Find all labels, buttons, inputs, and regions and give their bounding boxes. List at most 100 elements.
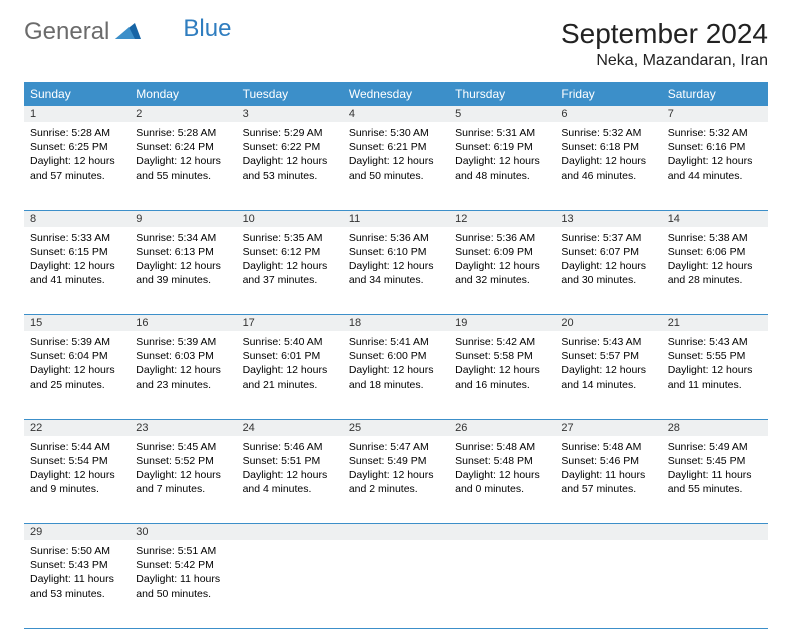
day-number-cell: 6 [555,106,661,122]
day-cell: Sunrise: 5:38 AMSunset: 6:06 PMDaylight:… [662,227,768,315]
day-number-cell: 13 [555,210,661,227]
day-details: Sunrise: 5:31 AMSunset: 6:19 PMDaylight:… [449,122,555,187]
day-cell: Sunrise: 5:34 AMSunset: 6:13 PMDaylight:… [130,227,236,315]
day-number-cell: 9 [130,210,236,227]
day-cell: Sunrise: 5:48 AMSunset: 5:48 PMDaylight:… [449,436,555,524]
day-details: Sunrise: 5:50 AMSunset: 5:43 PMDaylight:… [24,540,130,605]
day-number-cell: 23 [130,419,236,436]
day-cell: Sunrise: 5:51 AMSunset: 5:42 PMDaylight:… [130,540,236,628]
day-number-cell: 15 [24,315,130,332]
day-cell [555,540,661,628]
weekday-header: Friday [555,82,661,106]
day-number-cell: 1 [24,106,130,122]
day-cell: Sunrise: 5:35 AMSunset: 6:12 PMDaylight:… [237,227,343,315]
day-cell: Sunrise: 5:39 AMSunset: 6:03 PMDaylight:… [130,331,236,419]
day-cell [449,540,555,628]
day-details: Sunrise: 5:40 AMSunset: 6:01 PMDaylight:… [237,331,343,396]
day-cell: Sunrise: 5:36 AMSunset: 6:09 PMDaylight:… [449,227,555,315]
day-details: Sunrise: 5:49 AMSunset: 5:45 PMDaylight:… [662,436,768,501]
day-number-cell: 20 [555,315,661,332]
day-details: Sunrise: 5:33 AMSunset: 6:15 PMDaylight:… [24,227,130,292]
day-cell: Sunrise: 5:33 AMSunset: 6:15 PMDaylight:… [24,227,130,315]
day-cell: Sunrise: 5:49 AMSunset: 5:45 PMDaylight:… [662,436,768,524]
day-details: Sunrise: 5:32 AMSunset: 6:16 PMDaylight:… [662,122,768,187]
day-cell [343,540,449,628]
day-cell: Sunrise: 5:37 AMSunset: 6:07 PMDaylight:… [555,227,661,315]
weekday-header: Thursday [449,82,555,106]
day-number-cell: 4 [343,106,449,122]
day-details: Sunrise: 5:46 AMSunset: 5:51 PMDaylight:… [237,436,343,501]
day-details: Sunrise: 5:51 AMSunset: 5:42 PMDaylight:… [130,540,236,605]
day-number-cell: 18 [343,315,449,332]
day-cell: Sunrise: 5:43 AMSunset: 5:57 PMDaylight:… [555,331,661,419]
day-number-cell: 2 [130,106,236,122]
day-cell: Sunrise: 5:47 AMSunset: 5:49 PMDaylight:… [343,436,449,524]
day-details: Sunrise: 5:28 AMSunset: 6:25 PMDaylight:… [24,122,130,187]
month-title: September 2024 [561,18,768,50]
day-details: Sunrise: 5:48 AMSunset: 5:46 PMDaylight:… [555,436,661,501]
day-cell: Sunrise: 5:31 AMSunset: 6:19 PMDaylight:… [449,122,555,210]
title-block: September 2024 Neka, Mazandaran, Iran [561,18,768,70]
day-number-row: 15161718192021 [24,315,768,332]
day-number-cell: 16 [130,315,236,332]
weekday-header: Sunday [24,82,130,106]
day-cell: Sunrise: 5:30 AMSunset: 6:21 PMDaylight:… [343,122,449,210]
day-cell: Sunrise: 5:43 AMSunset: 5:55 PMDaylight:… [662,331,768,419]
day-details: Sunrise: 5:47 AMSunset: 5:49 PMDaylight:… [343,436,449,501]
day-number-cell [555,524,661,541]
header: General Blue September 2024 Neka, Mazand… [24,18,768,70]
day-number-cell: 11 [343,210,449,227]
day-cell: Sunrise: 5:28 AMSunset: 6:24 PMDaylight:… [130,122,236,210]
day-cell: Sunrise: 5:48 AMSunset: 5:46 PMDaylight:… [555,436,661,524]
day-cell: Sunrise: 5:28 AMSunset: 6:25 PMDaylight:… [24,122,130,210]
day-cell: Sunrise: 5:29 AMSunset: 6:22 PMDaylight:… [237,122,343,210]
day-details: Sunrise: 5:39 AMSunset: 6:04 PMDaylight:… [24,331,130,396]
day-content-row: Sunrise: 5:44 AMSunset: 5:54 PMDaylight:… [24,436,768,524]
logo-triangle-icon [115,18,141,46]
day-cell: Sunrise: 5:50 AMSunset: 5:43 PMDaylight:… [24,540,130,628]
day-number-cell: 22 [24,419,130,436]
day-details: Sunrise: 5:36 AMSunset: 6:10 PMDaylight:… [343,227,449,292]
day-number-cell: 3 [237,106,343,122]
day-number-row: 891011121314 [24,210,768,227]
day-details: Sunrise: 5:41 AMSunset: 6:00 PMDaylight:… [343,331,449,396]
calendar-body: 1234567Sunrise: 5:28 AMSunset: 6:25 PMDa… [24,106,768,628]
day-number-cell: 21 [662,315,768,332]
day-number-cell [237,524,343,541]
weekday-header: Wednesday [343,82,449,106]
day-number-cell [662,524,768,541]
day-details: Sunrise: 5:28 AMSunset: 6:24 PMDaylight:… [130,122,236,187]
day-cell [662,540,768,628]
day-cell: Sunrise: 5:32 AMSunset: 6:16 PMDaylight:… [662,122,768,210]
day-details: Sunrise: 5:39 AMSunset: 6:03 PMDaylight:… [130,331,236,396]
calendar-table: SundayMondayTuesdayWednesdayThursdayFrid… [24,82,768,629]
day-number-cell: 28 [662,419,768,436]
day-details: Sunrise: 5:29 AMSunset: 6:22 PMDaylight:… [237,122,343,187]
day-cell: Sunrise: 5:44 AMSunset: 5:54 PMDaylight:… [24,436,130,524]
day-number-cell: 29 [24,524,130,541]
day-cell: Sunrise: 5:40 AMSunset: 6:01 PMDaylight:… [237,331,343,419]
day-number-cell: 12 [449,210,555,227]
day-content-row: Sunrise: 5:50 AMSunset: 5:43 PMDaylight:… [24,540,768,628]
day-details: Sunrise: 5:43 AMSunset: 5:57 PMDaylight:… [555,331,661,396]
day-number-row: 2930 [24,524,768,541]
logo-text-general: General [24,18,109,46]
day-number-cell: 14 [662,210,768,227]
day-number-cell: 17 [237,315,343,332]
day-cell: Sunrise: 5:39 AMSunset: 6:04 PMDaylight:… [24,331,130,419]
weekday-header: Tuesday [237,82,343,106]
location-label: Neka, Mazandaran, Iran [561,52,768,70]
day-number-cell: 5 [449,106,555,122]
day-content-row: Sunrise: 5:28 AMSunset: 6:25 PMDaylight:… [24,122,768,210]
day-details: Sunrise: 5:30 AMSunset: 6:21 PMDaylight:… [343,122,449,187]
day-cell: Sunrise: 5:36 AMSunset: 6:10 PMDaylight:… [343,227,449,315]
day-cell: Sunrise: 5:46 AMSunset: 5:51 PMDaylight:… [237,436,343,524]
day-cell: Sunrise: 5:42 AMSunset: 5:58 PMDaylight:… [449,331,555,419]
weekday-header-row: SundayMondayTuesdayWednesdayThursdayFrid… [24,82,768,106]
day-details: Sunrise: 5:48 AMSunset: 5:48 PMDaylight:… [449,436,555,501]
day-cell: Sunrise: 5:41 AMSunset: 6:00 PMDaylight:… [343,331,449,419]
day-details: Sunrise: 5:37 AMSunset: 6:07 PMDaylight:… [555,227,661,292]
day-number-row: 22232425262728 [24,419,768,436]
day-number-cell: 25 [343,419,449,436]
day-cell: Sunrise: 5:32 AMSunset: 6:18 PMDaylight:… [555,122,661,210]
